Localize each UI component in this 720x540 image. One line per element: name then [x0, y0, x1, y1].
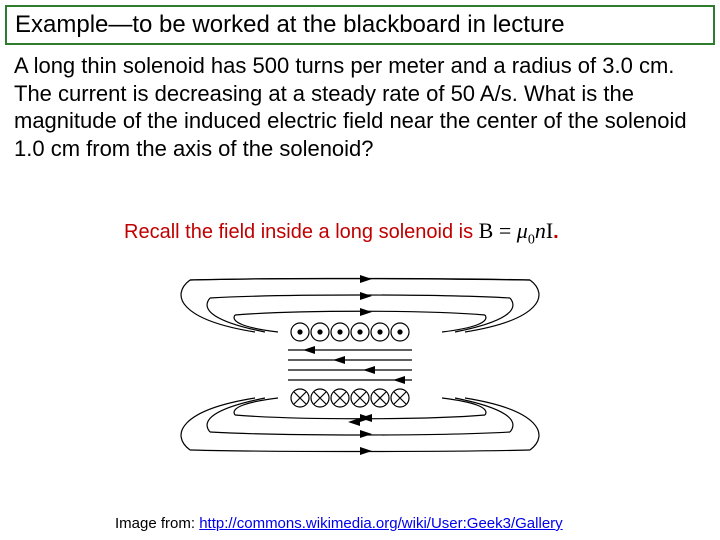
- problem-statement: A long thin solenoid has 500 turns per m…: [14, 52, 706, 162]
- formula-B: B: [479, 218, 494, 243]
- recall-line: Recall the field inside a long solenoid …: [124, 218, 559, 248]
- formula-n: n: [535, 218, 546, 243]
- example-header-box: Example—to be worked at the blackboard i…: [5, 5, 715, 45]
- solenoid-field-diagram: [160, 260, 560, 460]
- formula-mu: μ: [517, 218, 528, 243]
- recall-dot: .: [553, 221, 559, 243]
- formula: B = μ0nI: [479, 218, 553, 243]
- formula-eq: =: [493, 218, 516, 243]
- image-caption: Image from: http://commons.wikimedia.org…: [115, 515, 563, 532]
- formula-sub0: 0: [528, 232, 535, 247]
- example-header-text: Example—to be worked at the blackboard i…: [15, 11, 565, 38]
- recall-prefix: Recall the field inside a long solenoid …: [124, 221, 479, 243]
- image-source-link[interactable]: http://commons.wikimedia.org/wiki/User:G…: [199, 515, 562, 532]
- solenoid-bottom-conductors: [291, 389, 409, 407]
- solenoid-top-conductors: [291, 323, 409, 341]
- caption-prefix: Image from:: [115, 515, 199, 532]
